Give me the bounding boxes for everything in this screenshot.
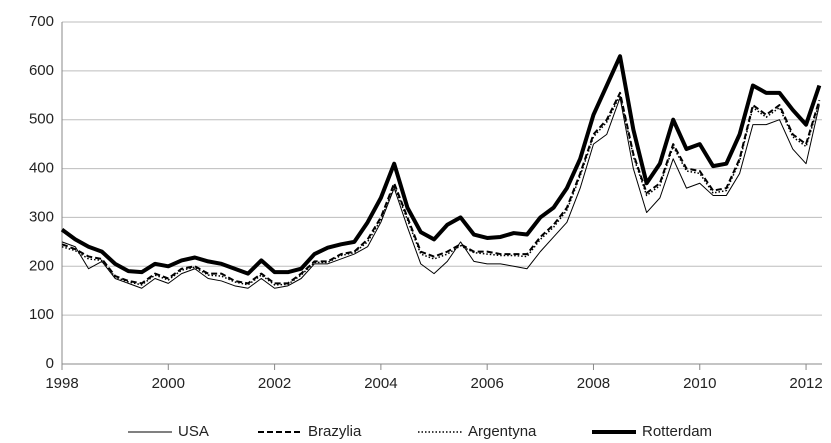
- series-line: [60, 54, 822, 276]
- y-tick-label: 0: [46, 355, 54, 372]
- legend-label: Brazylia: [308, 423, 362, 440]
- y-tick-label: 300: [29, 208, 54, 225]
- y-tick-label: 400: [29, 160, 54, 177]
- y-tick-label: 500: [29, 111, 54, 128]
- legend-label: Rotterdam: [642, 423, 712, 440]
- y-tick-label: 200: [29, 257, 54, 274]
- x-tick-label: 2006: [470, 375, 503, 392]
- x-tick-label: 2004: [364, 375, 397, 392]
- x-tick-label: 2008: [577, 375, 610, 392]
- x-tick-label: 2012: [789, 375, 822, 392]
- series-line: [61, 97, 820, 289]
- x-tick-label: 1998: [45, 375, 78, 392]
- series-line: [61, 94, 821, 286]
- x-tick-label: 2010: [683, 375, 716, 392]
- legend-label: Argentyna: [468, 423, 537, 440]
- y-tick-label: 700: [29, 13, 54, 30]
- legend-label: USA: [178, 423, 209, 440]
- y-tick-label: 600: [29, 62, 54, 79]
- x-tick-label: 2000: [152, 375, 185, 392]
- x-tick-label: 2002: [258, 375, 291, 392]
- y-tick-label: 100: [29, 306, 54, 323]
- series-line: [61, 91, 821, 285]
